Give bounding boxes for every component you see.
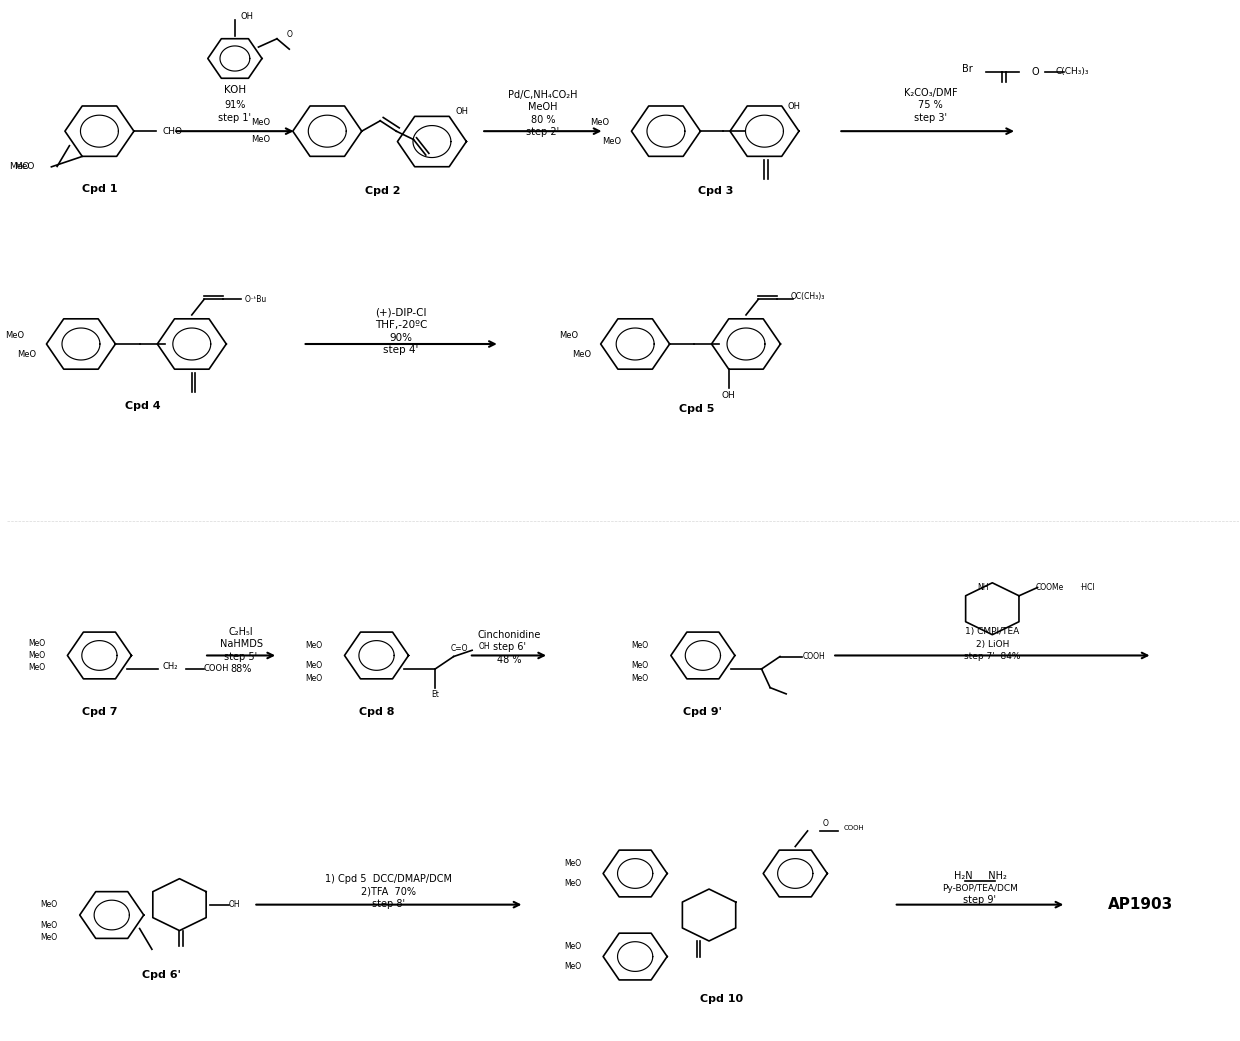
Text: Cpd 4: Cpd 4 [125, 401, 160, 411]
Text: MeO: MeO [564, 942, 582, 950]
Text: step 5': step 5' [224, 652, 258, 661]
Text: Cinchonidine: Cinchonidine [477, 630, 541, 640]
Text: THF,-20ºC: THF,-20ºC [374, 321, 428, 330]
Text: O: O [1032, 67, 1039, 77]
Text: H₂N     NH₂: H₂N NH₂ [954, 870, 1007, 881]
Text: 75 %: 75 % [919, 100, 944, 110]
Text: COOH: COOH [804, 652, 826, 661]
Text: MeO: MeO [305, 674, 322, 683]
Text: 88%: 88% [231, 664, 252, 674]
Text: NaHMDS: NaHMDS [219, 639, 263, 649]
Text: OC(CH₃)₃: OC(CH₃)₃ [790, 291, 825, 301]
Text: O: O [286, 30, 293, 40]
Text: MeO: MeO [305, 661, 322, 670]
Text: Cpd 8: Cpd 8 [358, 707, 394, 716]
Text: MeO: MeO [603, 137, 621, 146]
Text: OH: OH [455, 107, 469, 116]
Text: MeO: MeO [5, 331, 25, 340]
Text: Cpd 7: Cpd 7 [82, 707, 117, 716]
Text: MeO: MeO [252, 135, 270, 144]
Text: step 1': step 1' [218, 112, 252, 123]
Text: O⁻ᵗBu: O⁻ᵗBu [244, 295, 267, 304]
Text: step 4': step 4' [383, 346, 419, 355]
Text: step 2': step 2' [526, 127, 559, 137]
Text: MeO: MeO [29, 651, 45, 660]
Text: MeO: MeO [590, 119, 609, 127]
Text: C=O: C=O [451, 643, 469, 653]
Text: MeO: MeO [305, 640, 322, 650]
Text: MeO: MeO [572, 350, 590, 359]
Text: MeO: MeO [29, 638, 45, 648]
Text: step 3': step 3' [914, 112, 947, 123]
Text: MeO: MeO [564, 859, 582, 867]
Text: (+)-DIP-Cl: (+)-DIP-Cl [376, 308, 427, 318]
Text: MeO: MeO [631, 661, 649, 670]
Text: 1) Cpd 5  DCC/DMAP/DCM: 1) Cpd 5 DCC/DMAP/DCM [325, 873, 453, 884]
Text: 90%: 90% [389, 333, 413, 342]
Text: MeO: MeO [564, 963, 582, 971]
Text: MeOH: MeOH [528, 102, 558, 112]
Text: K₂CO₃/DMF: K₂CO₃/DMF [904, 87, 957, 98]
Text: 48 %: 48 % [497, 655, 522, 664]
Text: OH: OH [722, 390, 735, 400]
Text: CH₂: CH₂ [162, 662, 179, 671]
Text: COOH: COOH [844, 824, 864, 831]
Text: Cpd 2: Cpd 2 [365, 186, 401, 197]
Text: AP1903: AP1903 [1107, 897, 1173, 912]
Text: 91%: 91% [224, 100, 246, 110]
Text: C(CH₃)₃: C(CH₃)₃ [1055, 68, 1089, 76]
Text: MeO: MeO [252, 119, 270, 127]
Text: C₂H₅I: C₂H₅I [228, 627, 253, 637]
Text: 80 %: 80 % [531, 115, 556, 125]
Text: Cpd 9': Cpd 9' [683, 707, 723, 716]
Text: MeO: MeO [41, 934, 57, 942]
Text: MeO: MeO [17, 350, 37, 359]
Text: OH: OH [241, 12, 254, 22]
Text: Cpd 3: Cpd 3 [698, 186, 733, 197]
Text: Cpd 10: Cpd 10 [699, 994, 743, 1005]
Text: O: O [823, 819, 830, 829]
Text: NH: NH [977, 584, 988, 592]
Text: COOMe: COOMe [1035, 583, 1064, 592]
Text: MeO: MeO [15, 162, 35, 171]
Text: Et: Et [432, 690, 439, 700]
Text: MeO: MeO [41, 900, 57, 909]
Text: 2)TFA  70%: 2)TFA 70% [361, 886, 417, 896]
Text: step 7'  84%: step 7' 84% [963, 652, 1021, 661]
Text: step 9': step 9' [963, 895, 997, 906]
Text: 1) CMPI/TEA: 1) CMPI/TEA [965, 627, 1019, 636]
Text: COOH: COOH [203, 664, 228, 674]
Text: MeO: MeO [9, 162, 30, 172]
Text: MeO: MeO [631, 674, 649, 683]
Text: Cpd 5: Cpd 5 [680, 404, 714, 414]
Text: MeO: MeO [29, 663, 45, 672]
Text: KOH: KOH [224, 84, 246, 95]
Text: OH: OH [229, 900, 241, 909]
Text: OH: OH [787, 102, 801, 110]
Text: step 8': step 8' [372, 898, 405, 909]
Text: CHO: CHO [162, 127, 182, 135]
Text: OH: OH [479, 641, 490, 651]
Text: Cpd 6': Cpd 6' [141, 970, 181, 981]
Text: MeO: MeO [564, 880, 582, 888]
Text: Cpd 1: Cpd 1 [82, 184, 117, 195]
Text: MeO: MeO [41, 921, 57, 930]
Text: ·HCl: ·HCl [1079, 583, 1095, 592]
Text: step 6': step 6' [494, 642, 526, 652]
Text: Py-BOP/TEA/DCM: Py-BOP/TEA/DCM [942, 884, 1018, 892]
Text: MeO: MeO [631, 640, 649, 650]
Text: 2) LiOH: 2) LiOH [976, 639, 1009, 649]
Text: Br: Br [962, 64, 973, 74]
Text: Pd/C,NH₄CO₂H: Pd/C,NH₄CO₂H [508, 90, 578, 100]
Text: MeO: MeO [559, 331, 579, 340]
